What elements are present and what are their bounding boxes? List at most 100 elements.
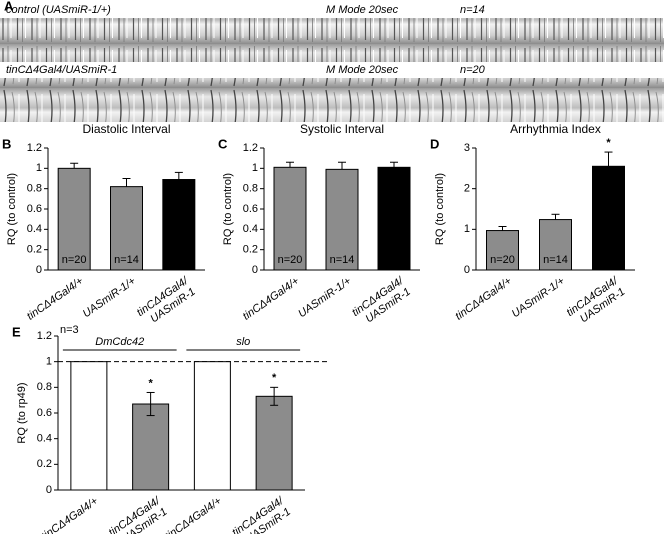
y-tick-label: 0 [46, 484, 52, 496]
bar [255, 395, 293, 491]
n-label: n=20 [382, 254, 407, 266]
m-mode-image [0, 78, 664, 122]
y-tick-label: 0.2 [37, 458, 52, 470]
y-tick-label: 0 [36, 264, 42, 276]
x-tick-label: tinCΔ4Gal4/UASmiR-1 [564, 274, 628, 329]
group-label: DmCdc42 [95, 336, 144, 348]
chart-title: Arrhythmia Index [510, 122, 601, 136]
n-label: n=20 [490, 254, 515, 266]
genotype: control (UASmiR-1/+) [6, 4, 111, 16]
significance: * [272, 372, 277, 384]
x-tick-label: tinCΔ4Gal4/+ [241, 275, 302, 323]
n-label: n=20 [278, 254, 303, 266]
bar [110, 186, 143, 271]
y-axis-label: RQ (to control) [6, 173, 18, 245]
x-tick-label-line: tinCΔ4Gal4/+ [241, 275, 302, 323]
chart-panel: B Diastolic Interval RQ (to control) 0 0.2 0.… [2, 122, 205, 325]
chart-title: Systolic Interval [300, 122, 384, 136]
y-tick-label: 0.6 [27, 203, 42, 215]
x-tick-label-line: tinCΔ4Gal4/+ [39, 495, 100, 534]
error-bar [604, 151, 613, 167]
x-tick-label: tinCΔ4Gal4/UASmiR-1 [230, 494, 294, 534]
y-axis-label: RQ (to rp49) [16, 382, 28, 443]
y-tick-label: 1.2 [243, 142, 258, 154]
y-tick-label: 1.2 [27, 142, 42, 154]
n-label: n=20 [460, 64, 486, 76]
y-tick-label: 0 [464, 264, 470, 276]
y-axis-label: RQ (to control) [222, 173, 234, 245]
group-label: slo [236, 336, 250, 348]
n-label: n=20 [166, 254, 191, 266]
y-tick-label: 0.2 [27, 244, 42, 256]
panel-label: B [2, 136, 11, 151]
x-tick-label: tinCΔ4Gal4/UASmiR-1 [350, 274, 414, 329]
error-bar [551, 213, 560, 220]
y-tick-label: 1.2 [37, 330, 52, 342]
x-tick-label: tinCΔ4Gal4/+ [163, 495, 224, 534]
bar [70, 361, 108, 491]
panel-label: A [4, 0, 14, 13]
n-label: n=20 [596, 254, 621, 266]
error-bar [498, 225, 507, 231]
y-tick-label: 1 [36, 162, 42, 174]
bar [273, 166, 307, 271]
y-tick-label: 0.4 [243, 223, 258, 235]
y-tick-label: 0.6 [243, 203, 258, 215]
n-label: n=14 [330, 254, 355, 266]
error-bar [338, 161, 346, 170]
y-tick-label: 1 [464, 223, 470, 235]
error-bar [70, 162, 79, 169]
note: n=3 [60, 324, 79, 336]
x-tick-label: UASmiR-1/+ [81, 275, 139, 320]
mode: M Mode 20sec [326, 64, 399, 76]
y-tick-label: 0 [252, 264, 258, 276]
bar [132, 403, 170, 491]
y-tick-label: 0.4 [27, 223, 42, 235]
panel-label: C [218, 136, 228, 151]
n-label: n=14 [460, 4, 485, 16]
mode: M Mode 20sec [326, 4, 399, 16]
bar [162, 179, 196, 271]
y-tick-label: 0.2 [243, 244, 258, 256]
x-tick-label: tinCΔ4Gal4/+ [25, 275, 86, 323]
chart-panel: C Systolic Interval RQ (to control) 0 0.2 0.4… [218, 122, 420, 329]
error-bar [270, 386, 279, 406]
significance: * [606, 137, 611, 149]
m-mode-image [0, 18, 664, 62]
chart-panel: D Arrhythmia Index RQ (to control) 0 1 2 3 n=20… [430, 122, 635, 329]
n-label: n=20 [62, 254, 87, 266]
bar [57, 167, 91, 271]
x-tick-label: UASmiR-1/+ [510, 275, 568, 320]
y-tick-label: 1 [46, 356, 52, 368]
n-label: n=14 [114, 254, 139, 266]
panel-a: A control (UASmiR-1/+) M Mode 20sec n=14… [0, 0, 664, 122]
error-bar [286, 161, 294, 168]
x-tick-label-line: tinCΔ4Gal4/+ [453, 275, 514, 323]
error-bar [122, 178, 131, 187]
y-tick-label: 0.8 [27, 183, 42, 195]
x-tick-label-line: tinCΔ4Gal4/+ [25, 275, 86, 323]
genotype: tinCΔ4Gal4/UASmiR-1 [6, 64, 117, 76]
y-tick-label: 0.6 [37, 407, 52, 419]
y-axis-label: RQ (to control) [434, 173, 446, 245]
bar [193, 361, 231, 491]
y-tick-label: 1 [252, 162, 258, 174]
error-bar [174, 171, 183, 180]
error-bar [390, 161, 398, 168]
y-tick-label: 3 [464, 142, 470, 154]
x-tick-label: tinCΔ4Gal4/UASmiR-1 [107, 494, 171, 534]
panel-label: D [430, 136, 439, 151]
bar [486, 230, 519, 271]
significance: * [148, 377, 153, 389]
x-tick-label: UASmiR-1/+ [296, 275, 354, 320]
bar [377, 166, 411, 271]
bar [592, 165, 625, 271]
error-bar [146, 391, 155, 417]
x-tick-label-line: UASmiR-1/+ [510, 275, 568, 320]
x-tick-label-line: UASmiR-1/+ [296, 275, 354, 320]
n-label: n=14 [543, 254, 568, 266]
bar [325, 168, 359, 271]
panel-label: E [12, 324, 21, 339]
